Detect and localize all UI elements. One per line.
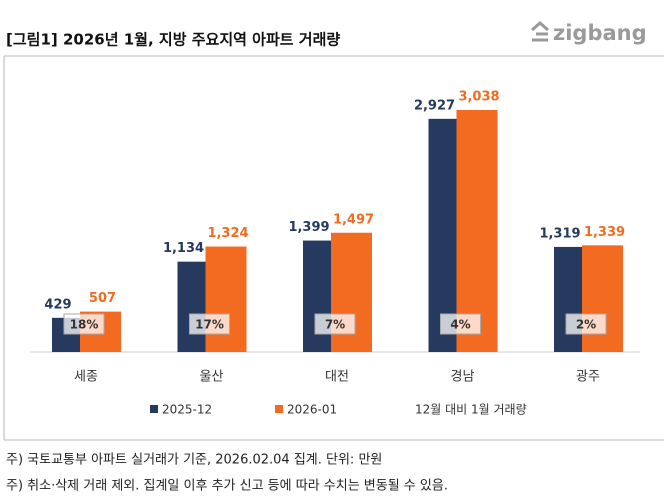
bar bbox=[554, 246, 582, 352]
change-box bbox=[314, 313, 356, 335]
data-label: 1,399 bbox=[288, 220, 329, 235]
data-label: 507 bbox=[89, 291, 116, 306]
x-tick-label: 울산 bbox=[200, 370, 224, 385]
x-tick-label: 세종 bbox=[74, 370, 98, 385]
x-tick-label: 경남 bbox=[451, 370, 475, 385]
change-label: 4% bbox=[450, 318, 470, 332]
legend-swatch bbox=[150, 405, 158, 413]
change-box bbox=[440, 313, 481, 335]
data-label: 1,497 bbox=[333, 212, 374, 227]
x-tick-label: 대전 bbox=[325, 370, 349, 385]
change-label: 7% bbox=[325, 318, 345, 332]
data-label: 1,319 bbox=[539, 226, 580, 241]
change-label: 18% bbox=[70, 318, 99, 332]
change-label: 17% bbox=[195, 318, 224, 332]
bar bbox=[303, 240, 331, 352]
data-label: 1,324 bbox=[207, 226, 248, 241]
data-label: 2,927 bbox=[414, 98, 455, 113]
logo-text: zigbang bbox=[553, 21, 647, 45]
bar bbox=[205, 246, 247, 352]
data-label: 3,038 bbox=[458, 90, 499, 105]
logo-icon bbox=[531, 21, 549, 42]
change-box bbox=[189, 313, 230, 335]
chart-title: [그림1] 2026년 1월, 지방 주요지역 아파트 거래량 bbox=[6, 31, 340, 49]
data-label: 1,134 bbox=[163, 241, 204, 256]
x-tick-label: 광주 bbox=[576, 370, 600, 385]
change-box bbox=[565, 313, 607, 335]
bar bbox=[582, 245, 623, 352]
note: 주) 국토교통부 아파트 실거래가 기준, 2026.02.04 집계. 단위:… bbox=[6, 453, 382, 468]
change-box bbox=[63, 313, 105, 335]
bar bbox=[177, 261, 206, 352]
legend-swatch bbox=[275, 405, 283, 413]
data-label: 1,339 bbox=[584, 225, 625, 240]
legend-label: 2025-12 bbox=[162, 403, 212, 417]
bar bbox=[456, 110, 498, 352]
change-label: 2% bbox=[576, 318, 596, 332]
legend-label: 12월 대비 1월 거래량 bbox=[415, 403, 527, 417]
legend-label: 2026-01 bbox=[287, 403, 337, 417]
data-label: 429 bbox=[44, 297, 71, 312]
bar bbox=[428, 118, 457, 352]
logo: zigbang bbox=[531, 21, 647, 45]
note: 주) 취소·삭제 거래 제외. 집계일 이후 추가 신고 등에 따라 수치는 변… bbox=[6, 479, 448, 494]
